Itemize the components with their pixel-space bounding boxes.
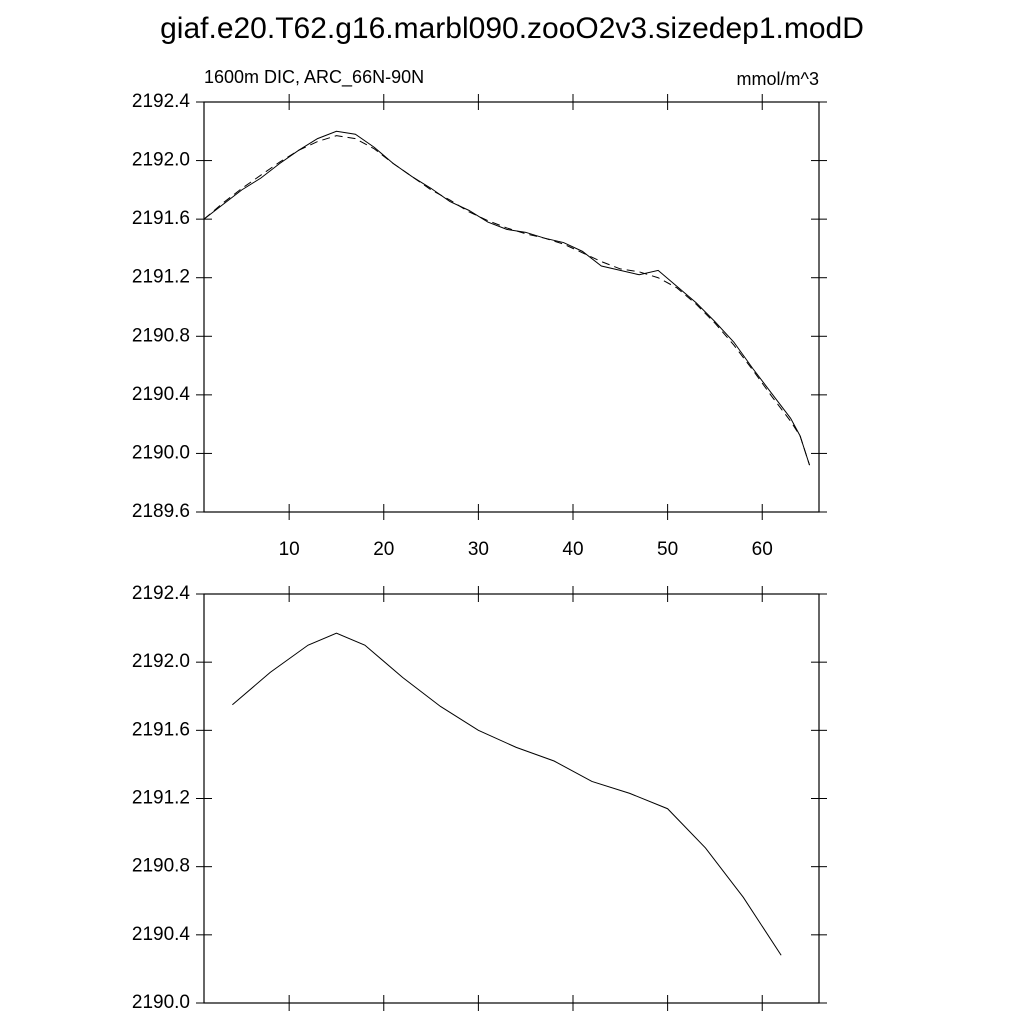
data-line: [232, 632, 782, 956]
y-tick-label: 2190.0: [132, 992, 190, 1013]
x-tick-label: 40: [562, 539, 583, 560]
chart-title: giaf.e20.T62.g16.marbl090.zooO2v3.sizede…: [160, 12, 864, 45]
x-tick-label: 10: [279, 539, 300, 560]
y-tick-label: 2190.8: [132, 325, 190, 346]
y-tick-label: 2192.4: [132, 91, 191, 112]
y-tick-label: 2192.4: [132, 583, 191, 604]
y-tick-label: 2190.0: [132, 442, 190, 463]
y-tick-label: 2190.8: [132, 856, 190, 877]
plot-frame: [203, 101, 820, 513]
right-string: mmol/m^3: [737, 69, 819, 89]
y-tick-label: 2192.0: [132, 651, 190, 672]
y-tick-label: 2191.2: [132, 267, 190, 288]
x-tick-label: 20: [373, 539, 394, 560]
y-tick-label: 2191.6: [132, 208, 190, 229]
x-tick-label: 60: [752, 539, 773, 560]
x-tick-label: 50: [657, 539, 678, 560]
data-line: [203, 135, 811, 466]
y-tick-label: 2189.6: [132, 501, 190, 522]
plot-frame: [203, 593, 820, 1004]
y-tick-label: 2191.2: [132, 788, 190, 809]
y-tick-label: 2191.6: [132, 719, 190, 740]
left-string: 1600m DIC, ARC_66N-90N: [204, 67, 424, 88]
x-tick-label: 30: [468, 539, 489, 560]
y-tick-label: 2192.0: [132, 150, 190, 171]
y-tick-label: 2190.4: [132, 924, 191, 945]
y-tick-label: 2190.4: [132, 384, 191, 405]
data-line: [203, 130, 811, 466]
